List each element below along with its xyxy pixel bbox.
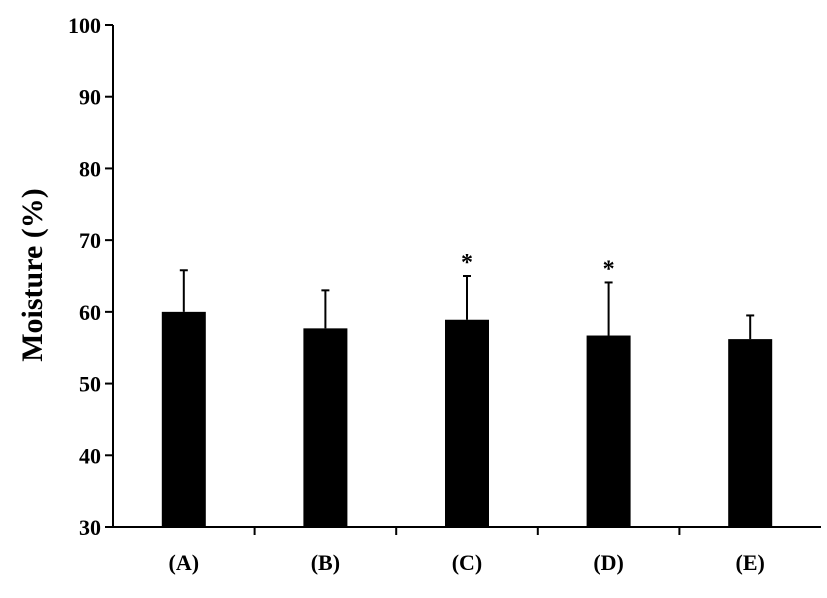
bars: * *	[161, 250, 773, 527]
y-tick-label: 100	[68, 13, 101, 38]
y-tick-label: 80	[79, 156, 101, 181]
y-tick-label: 30	[79, 515, 101, 540]
x-category-label: (A)	[169, 550, 200, 575]
y-tick-label: 90	[79, 85, 101, 110]
y-axis-title: Moisture (%)	[16, 188, 49, 362]
significance-marker: *	[603, 256, 615, 282]
y-tick-label: 70	[79, 228, 101, 253]
x-category-label: (C)	[452, 550, 483, 575]
y-tick-label: 60	[79, 300, 101, 325]
x-category-label: (E)	[736, 550, 765, 575]
bar	[161, 311, 206, 527]
y-tick-label: 40	[79, 443, 101, 468]
x-axis: (A) (B) (C) (D) (E)	[113, 526, 821, 575]
y-tick-label: 50	[79, 372, 101, 397]
significance-marker: *	[461, 250, 473, 276]
y-axis: 30 40 50 60 70 80 90 100	[68, 13, 114, 540]
bar	[445, 319, 489, 527]
bar	[586, 335, 631, 527]
x-category-label: (B)	[311, 550, 340, 575]
bar	[303, 328, 348, 527]
x-category-label: (D)	[593, 550, 624, 575]
bar	[728, 339, 773, 527]
